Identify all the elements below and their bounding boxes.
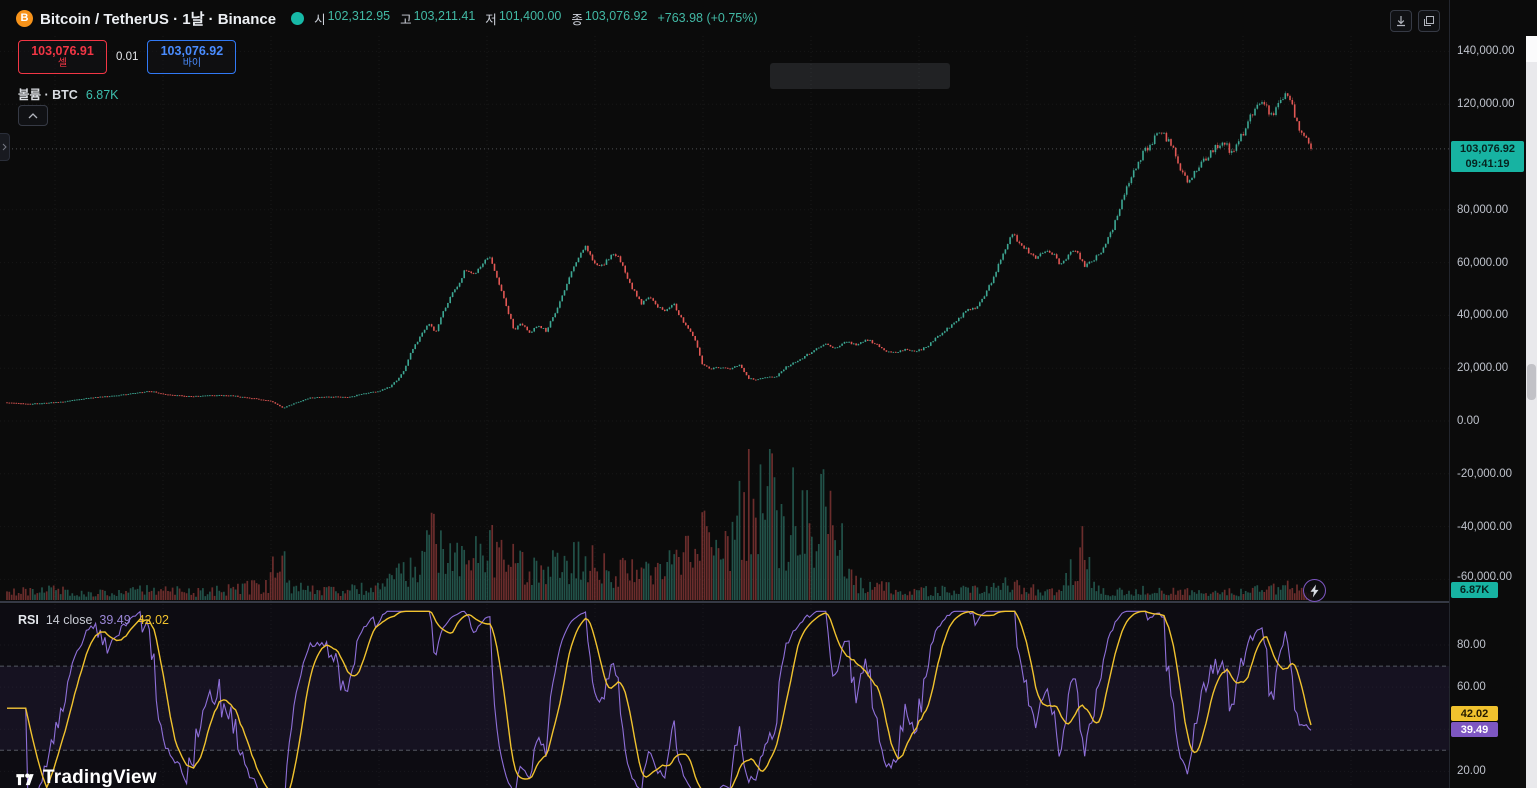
candle-bodies-up bbox=[31, 93, 1287, 409]
volume-axis-badge: 6.87K bbox=[1451, 582, 1498, 598]
price-axis-label: 40,000.00 bbox=[1457, 309, 1509, 321]
tradingview-logo[interactable]: TradingView bbox=[14, 767, 157, 788]
rsi-axis-label: 20.00 bbox=[1457, 765, 1486, 777]
rsi-pane-canvas[interactable] bbox=[0, 604, 1449, 788]
tradingview-logo-text: TradingView bbox=[43, 767, 157, 788]
ohlc-close-value: 103,076.92 bbox=[584, 8, 648, 23]
buy-label: 바이 bbox=[182, 58, 202, 70]
rsi-line-value: 39.49 bbox=[99, 613, 131, 627]
volume-legend[interactable]: 볼륨 · BTC 6.87K bbox=[18, 84, 118, 103]
ohlc-low: 저 101,400.00 bbox=[485, 9, 561, 28]
ohlc-close: 종 103,076.92 bbox=[571, 9, 647, 28]
volume-bars-down bbox=[6, 449, 1312, 600]
symbol-title[interactable]: Bitcoin / TetherUS · 1날 · Binance bbox=[40, 10, 277, 28]
quick-trade-button[interactable] bbox=[1303, 579, 1326, 602]
rsi-legend[interactable]: RSI 14 close 39.49 42.02 bbox=[18, 613, 169, 627]
ohlc-high-value: 103,211.41 bbox=[413, 8, 476, 23]
expand-panel-icon bbox=[2, 143, 7, 151]
rsi-line-axis-badge: 39.49 bbox=[1451, 722, 1498, 737]
download-button[interactable] bbox=[1390, 10, 1412, 32]
sell-button[interactable]: 103,076.91 셀 bbox=[18, 40, 107, 74]
volume-legend-value: 6.87K bbox=[85, 88, 119, 102]
ohlc-high-label: 고 bbox=[400, 12, 412, 27]
restore-window-icon bbox=[1424, 16, 1434, 26]
rsi-grid bbox=[0, 604, 1449, 788]
scrollbar-top-segment[interactable] bbox=[1526, 36, 1537, 62]
price-grid bbox=[0, 36, 1449, 602]
topbar-right-buttons bbox=[1390, 10, 1440, 32]
ohlc-low-value: 101,400.00 bbox=[498, 8, 562, 23]
price-change: +763.98 (+0.75%) bbox=[657, 11, 758, 25]
rsi-band-fill bbox=[0, 666, 1449, 751]
rsi-params: 14 close bbox=[45, 613, 93, 627]
volume-legend-label: 볼륨 · BTC bbox=[18, 88, 78, 102]
rsi-title: RSI bbox=[18, 613, 39, 627]
price-axis-label: 140,000.00 bbox=[1457, 45, 1515, 57]
price-axis-label: -60,000.00 bbox=[1457, 571, 1512, 583]
rsi-ma-line bbox=[7, 610, 1312, 788]
last-price-badge: 103,076.92 09:41:19 bbox=[1451, 141, 1524, 172]
download-icon bbox=[1397, 16, 1405, 27]
lightning-icon bbox=[1310, 584, 1319, 597]
bitcoin-logo-icon: B bbox=[16, 9, 33, 27]
candle-wicks-up bbox=[32, 91, 1286, 408]
buy-button[interactable]: 103,076.92 바이 bbox=[147, 40, 237, 74]
chevron-up-icon bbox=[28, 112, 38, 118]
price-axis-label: 60,000.00 bbox=[1457, 257, 1509, 269]
expand-panel-handle[interactable] bbox=[0, 133, 10, 161]
buy-price: 103,076.92 bbox=[160, 44, 224, 59]
price-axis-label: 20,000.00 bbox=[1457, 362, 1509, 374]
browser-scrollbar[interactable] bbox=[1526, 36, 1537, 788]
rsi-axis-label: 80.00 bbox=[1457, 639, 1486, 651]
ohlc-open-label: 시 bbox=[314, 12, 326, 27]
candle-wicks-down bbox=[6, 93, 1312, 408]
quantity-field[interactable]: 0.01 bbox=[116, 51, 139, 63]
rsi-ma-axis-badge: 42.02 bbox=[1451, 706, 1498, 721]
ohlc-open: 시 102,312.95 bbox=[314, 9, 390, 28]
price-axis-label: 0.00 bbox=[1457, 415, 1480, 427]
restore-window-button[interactable] bbox=[1418, 10, 1440, 32]
symbol-toolbar: B Bitcoin / TetherUS · 1날 · Binance 시 10… bbox=[0, 0, 1380, 36]
rsi-ma-value: 42.02 bbox=[137, 613, 169, 627]
ohlc-low-label: 저 bbox=[485, 12, 497, 27]
price-axis-label: -20,000.00 bbox=[1457, 468, 1512, 480]
exchange-status-icon bbox=[291, 11, 305, 25]
price-axis-label: 80,000.00 bbox=[1457, 204, 1509, 216]
rsi-axis-label: 60.00 bbox=[1457, 681, 1486, 693]
price-axis-label: 120,000.00 bbox=[1457, 98, 1515, 110]
sell-price: 103,076.91 bbox=[31, 44, 94, 59]
rsi-line bbox=[7, 610, 1312, 788]
price-axis[interactable]: 103,076.92 09:41:19 6.87K 42.02 39.49 14… bbox=[1449, 0, 1526, 788]
trade-widget: 103,076.91 셀 0.01 103,076.92 바이 bbox=[18, 40, 237, 74]
faded-tooltip-overlay bbox=[770, 63, 950, 89]
candle-bodies-down bbox=[6, 93, 1312, 408]
volume-bars-up bbox=[31, 449, 1287, 600]
sell-label: 셀 bbox=[57, 58, 68, 70]
last-price-badge-price: 103,076.92 bbox=[1459, 143, 1516, 156]
price-axis-label: -40,000.00 bbox=[1457, 521, 1512, 533]
scrollbar-thumb[interactable] bbox=[1527, 364, 1536, 400]
last-price-badge-countdown: 09:41:19 bbox=[1465, 157, 1510, 170]
ohlc-open-value: 102,312.95 bbox=[327, 8, 391, 23]
tradingview-logo-icon bbox=[16, 773, 34, 786]
pane-separator[interactable] bbox=[0, 601, 1526, 603]
ohlc-high: 고 103,211.41 bbox=[400, 9, 475, 28]
ohlc-close-label: 종 bbox=[571, 12, 583, 27]
collapse-pane-button[interactable] bbox=[18, 105, 48, 126]
price-pane-canvas[interactable] bbox=[0, 36, 1449, 602]
